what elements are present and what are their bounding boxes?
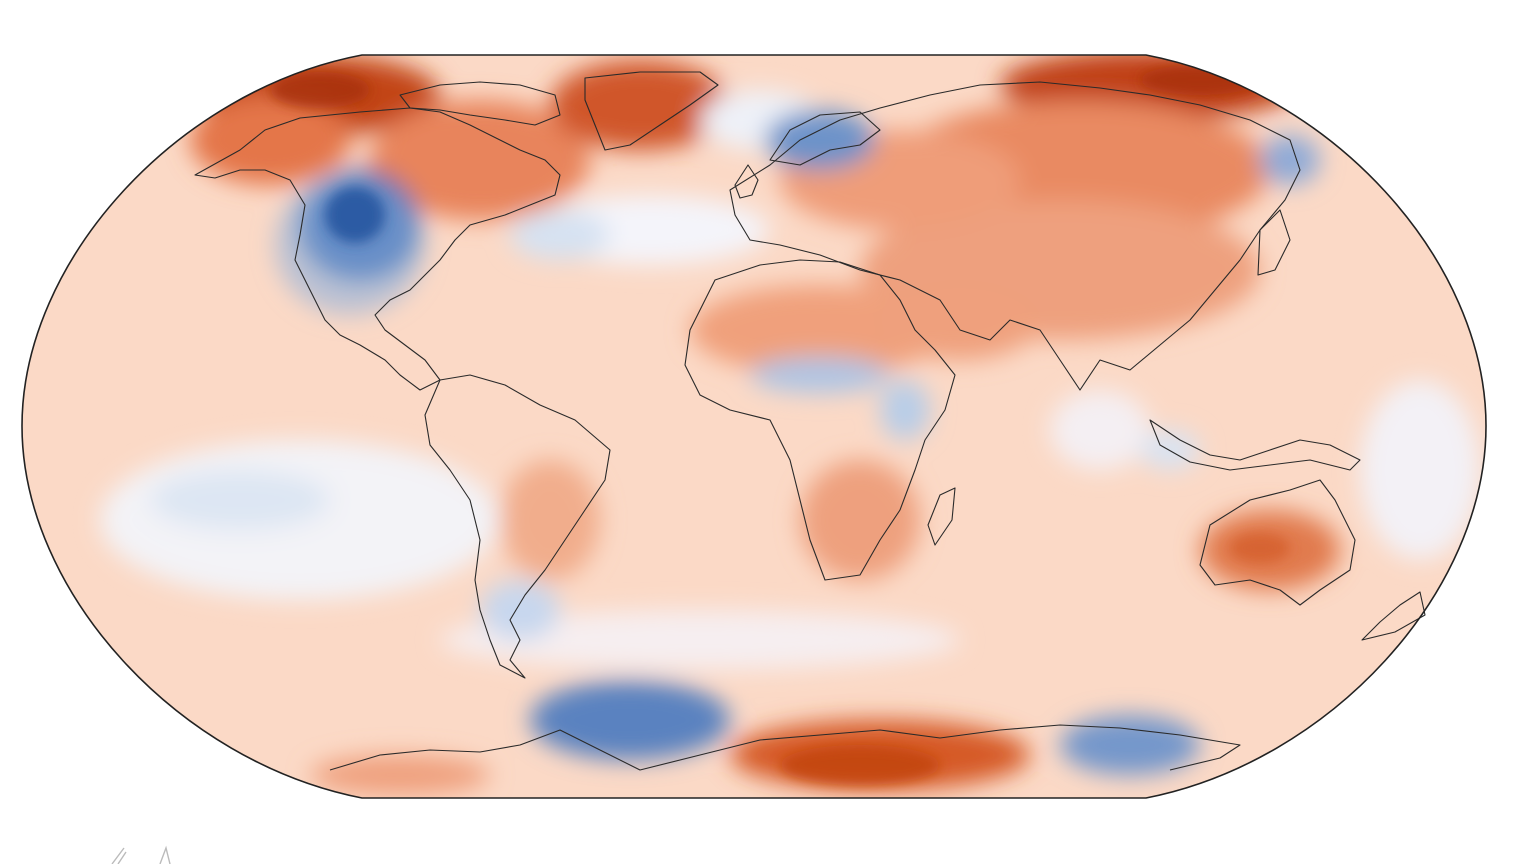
coast-south-america [424, 374, 611, 679]
detail-warm-antarctic [780, 745, 940, 785]
cool-indonesia [1140, 430, 1200, 470]
anomaly-blobs [100, 55, 1480, 795]
pale-southern-ocean [440, 610, 960, 670]
coast-new-zealand [1361, 591, 1426, 641]
cool-scandinavia [765, 110, 875, 170]
coast-north-america [194, 107, 561, 391]
coast-canadian-arctic [399, 81, 561, 126]
warm-antarctic-west [310, 755, 490, 795]
coast-europe-asia [729, 81, 1301, 391]
logo-fragment-icon [111, 845, 171, 864]
cool-patagonia [480, 580, 560, 640]
cool-south-pacific [150, 470, 330, 530]
cool-east-africa [880, 380, 930, 440]
coast-africa-eurasia [684, 259, 956, 581]
coast-uk [734, 164, 759, 199]
coast-greenland [584, 71, 719, 151]
pale-east-pacific [1360, 380, 1480, 560]
coast-scandinavia [769, 111, 881, 166]
coast-japan [1257, 209, 1291, 276]
coastlines [194, 71, 1426, 771]
pale-indian-ocean [1050, 390, 1150, 470]
warm-southern-africa [800, 460, 920, 580]
cool-ross [1060, 715, 1200, 775]
warm-greenland [550, 60, 730, 150]
detail-warm-australia [1230, 533, 1290, 563]
map-frame [21, 54, 1487, 799]
detail-cool-us [325, 187, 385, 243]
warm-canada [370, 100, 590, 220]
coast-antarctica [329, 724, 1241, 771]
warm-middle-east [880, 280, 1040, 360]
coast-madagascar [927, 487, 956, 546]
warm-south-america [500, 460, 600, 580]
cool-west-us-halo [275, 175, 425, 315]
cool-weddell [530, 680, 730, 760]
cool-central-africa [750, 357, 890, 393]
cool-japan [1260, 135, 1320, 185]
anomaly-details [270, 65, 1290, 785]
coast-indonesia [1149, 419, 1361, 471]
cool-north-atlantic [510, 210, 610, 260]
coast-australia [1199, 479, 1356, 606]
detail-warm-alaska [270, 72, 370, 108]
